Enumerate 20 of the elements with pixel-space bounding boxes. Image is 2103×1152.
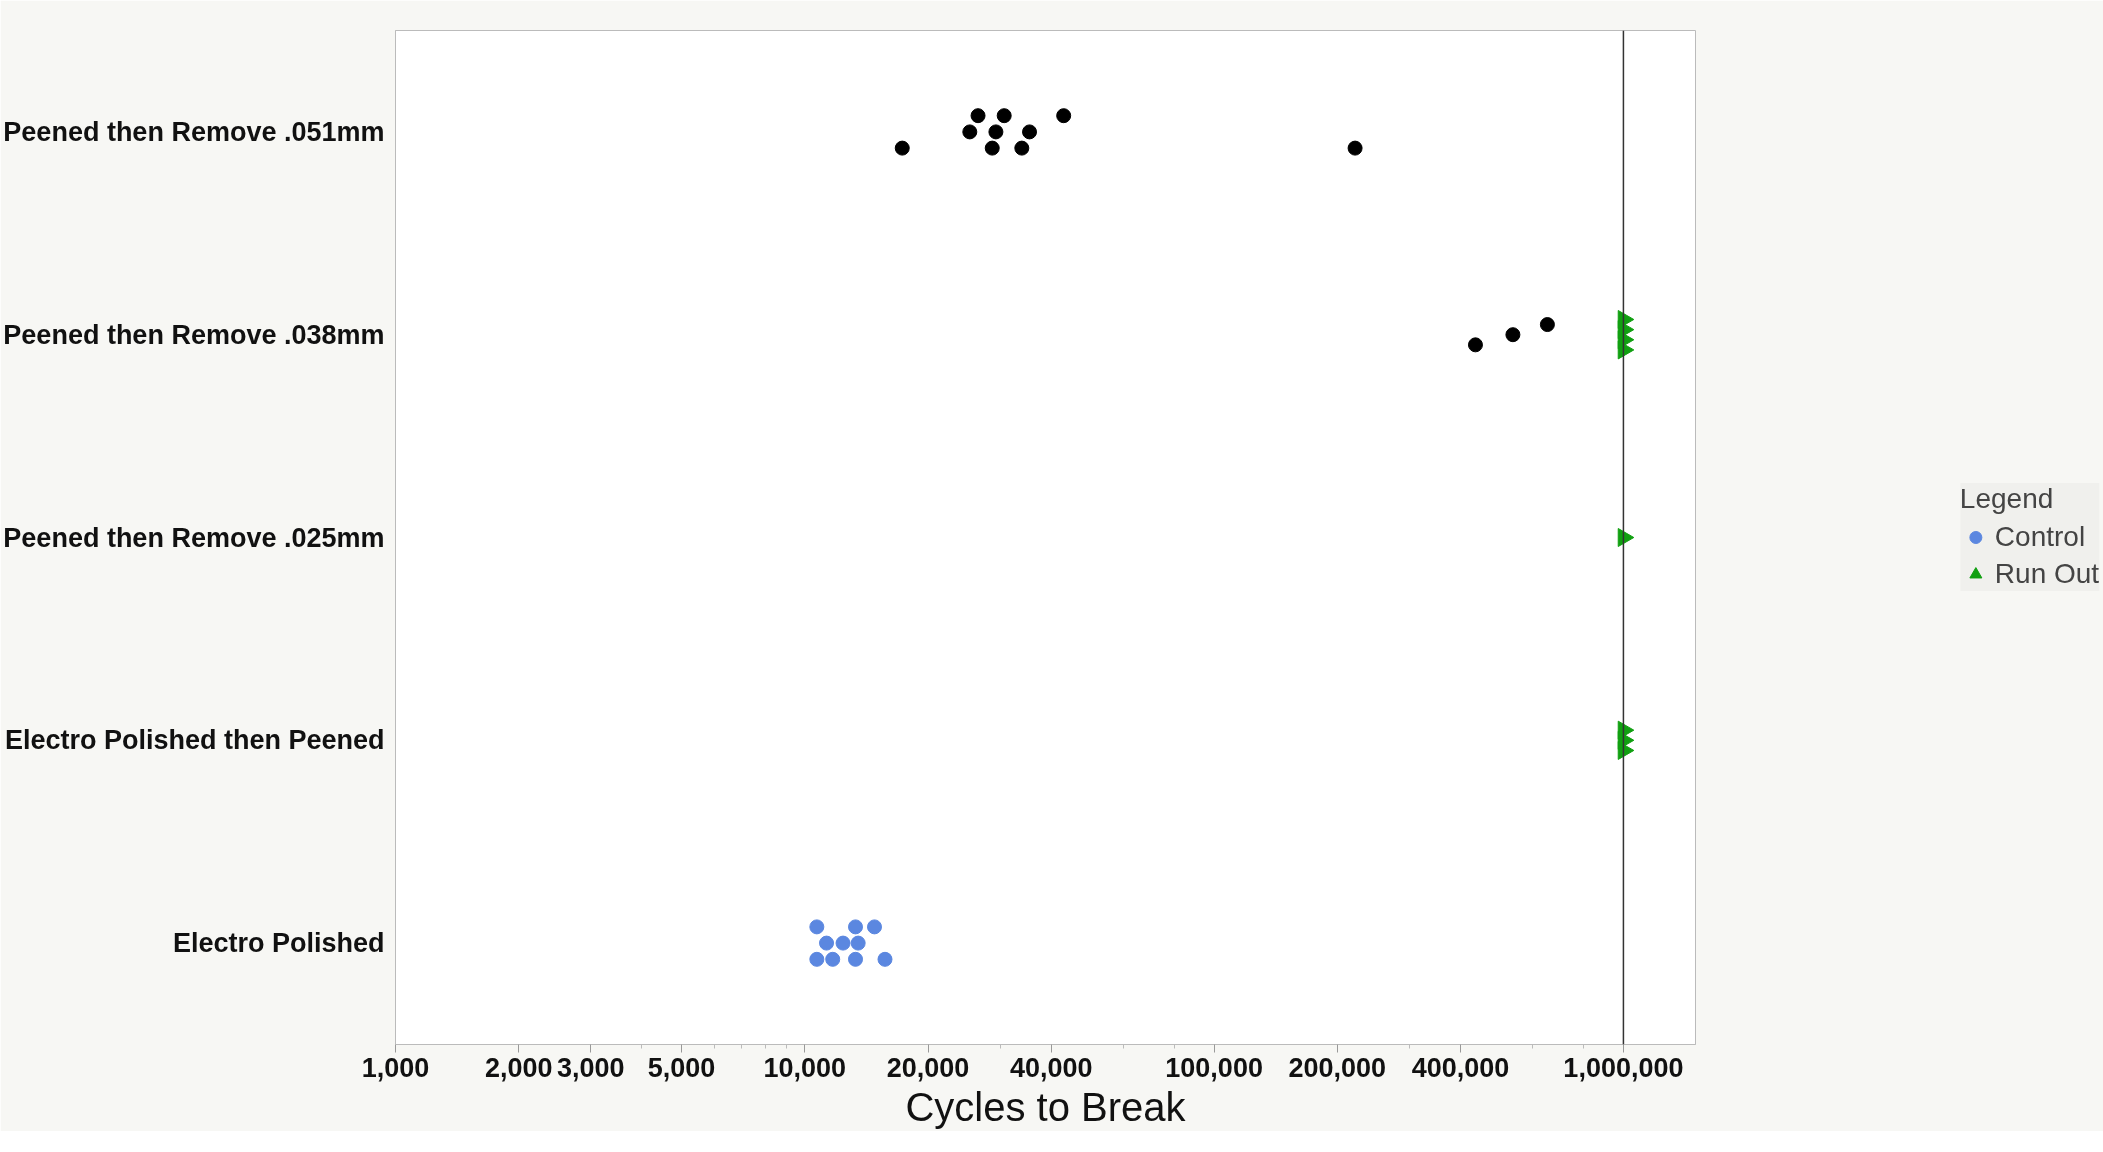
x-tick-label: 5,000 [647, 1052, 716, 1083]
x-tick-label: 3,000 [557, 1052, 625, 1083]
x-tick-label: 20,000 [886, 1052, 970, 1083]
legend-title: Legend [1959, 483, 2055, 515]
y-tick-label: Electro Polished [172, 928, 385, 959]
y-tick-label: Electro Polished then Peened [4, 725, 385, 756]
x-tick-label: 10,000 [763, 1052, 847, 1083]
x-axis-title: Cycles to Break [905, 1084, 1187, 1129]
x-tick-label: 1,000,000 [1563, 1052, 1684, 1083]
x-tick-label: 1,000 [361, 1052, 430, 1083]
y-tick-label: Peened then Remove .038mm [3, 319, 385, 350]
legend-label: Control [1994, 521, 2086, 553]
x-tick-label: 400,000 [1411, 1052, 1510, 1083]
y-tick-label: Peened then Remove .025mm [3, 522, 385, 553]
x-tick-label: 40,000 [1009, 1052, 1093, 1083]
legend-label: Run Out [1994, 558, 2100, 590]
x-tick-label: 200,000 [1288, 1052, 1387, 1083]
x-tick-label: 100,000 [1165, 1052, 1263, 1083]
x-tick-label: 2,000 [484, 1052, 553, 1083]
y-tick-label: Peened then Remove .051mm [3, 116, 385, 147]
